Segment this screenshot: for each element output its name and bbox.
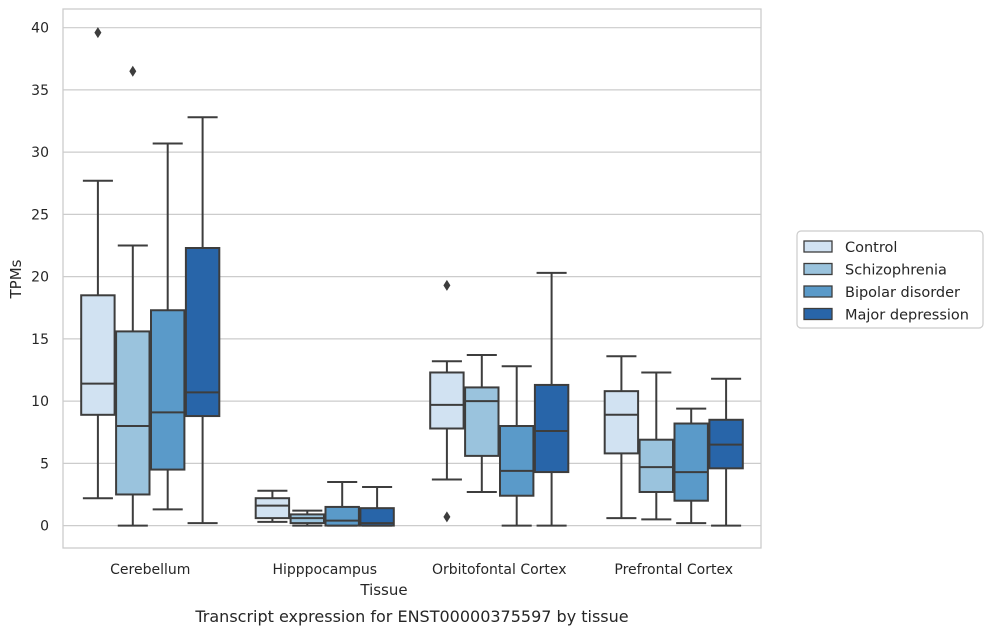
- box-major-depression: [533, 271, 570, 527]
- box-iqr: [429, 371, 465, 430]
- box-bipolar-disorder: [324, 481, 360, 527]
- outlier-point: [129, 65, 137, 77]
- y-axis-ticks: 0 5 10 15 20 25 30 35 40: [31, 21, 49, 535]
- y-tick-label: 0: [40, 519, 49, 535]
- boxes: [80, 27, 744, 527]
- box-control: [429, 279, 465, 523]
- box-bipolar-disorder: [673, 407, 709, 525]
- box-iqr: [150, 309, 186, 471]
- box-control: [80, 27, 116, 500]
- x-axis-ticks: Cerebellum Hipppocampus Orbitofontal Corte…: [110, 562, 733, 578]
- legend-frame: [796, 230, 984, 329]
- legend-swatch: [803, 240, 833, 253]
- y-tick-label: 20: [31, 270, 49, 286]
- box-iqr: [499, 425, 535, 497]
- box-iqr: [638, 438, 674, 493]
- box-major-depression: [708, 377, 744, 527]
- legend-label: Control: [845, 240, 897, 256]
- box-major-depression: [184, 116, 221, 525]
- box-iqr: [115, 330, 151, 496]
- box-schizophrenia: [115, 65, 151, 527]
- x-tick-label: Cerebellum: [110, 562, 190, 578]
- box-iqr: [533, 383, 570, 474]
- box-iqr: [603, 390, 640, 455]
- outlier-point: [94, 27, 102, 39]
- box-schizophrenia: [638, 371, 674, 521]
- legend-label: Schizophrenia: [845, 263, 947, 279]
- box-control: [254, 489, 291, 523]
- legend-swatch: [803, 262, 833, 276]
- box-iqr: [464, 386, 500, 457]
- x-tick-label: Prefrontal Cortex: [614, 562, 733, 578]
- outlier-point: [443, 279, 451, 291]
- legend: Control Schizophrenia Bipolar disorder Majo…: [796, 230, 984, 329]
- legend-label: Bipolar disorder: [845, 285, 960, 301]
- box-schizophrenia: [464, 354, 500, 493]
- box-iqr: [359, 507, 395, 527]
- y-axis-label: TPMs: [7, 259, 25, 299]
- box-control: [603, 355, 640, 520]
- box-major-depression: [359, 486, 395, 527]
- outlier-point: [443, 511, 451, 523]
- y-tick-label: 15: [31, 332, 49, 348]
- y-tick-label: 10: [31, 394, 49, 410]
- box-iqr: [254, 497, 291, 520]
- box-iqr: [324, 505, 360, 527]
- legend-label: Major depression: [845, 308, 969, 324]
- legend-swatch: [803, 285, 833, 298]
- x-axis-label: Tissue: [359, 581, 407, 599]
- y-tick-label: 35: [31, 83, 49, 99]
- chart-caption: Transcript expression for ENST0000037559…: [194, 607, 628, 626]
- y-tick-label: 30: [31, 145, 49, 161]
- plot-area-frame: [62, 8, 762, 549]
- legend-swatch: [803, 307, 833, 321]
- y-tick-label: 25: [31, 207, 49, 223]
- box-bipolar-disorder: [150, 142, 186, 511]
- box-iqr: [673, 422, 709, 502]
- x-tick-label: Orbitofontal Cortex: [432, 562, 567, 578]
- x-tick-label: Hipppocampus: [272, 562, 377, 578]
- y-tick-label: 5: [40, 456, 49, 472]
- box-iqr: [184, 247, 221, 418]
- box-bipolar-disorder: [499, 365, 535, 527]
- y-tick-label: 40: [31, 21, 49, 37]
- box-iqr: [80, 294, 116, 416]
- box-schizophrenia: [289, 509, 326, 527]
